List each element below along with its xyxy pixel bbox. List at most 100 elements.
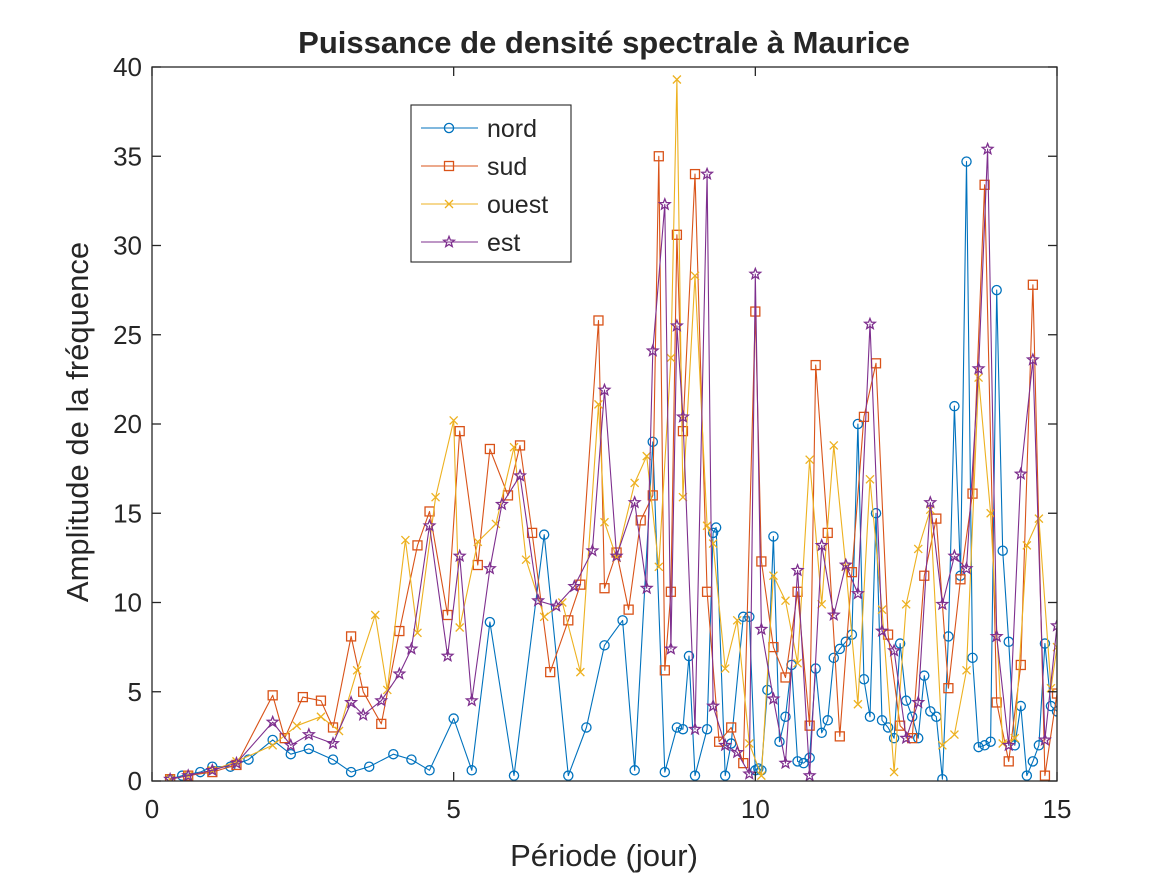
data-point-sud: [780, 672, 791, 683]
data-point-ouest: [449, 415, 459, 425]
data-point-sud: [858, 411, 870, 423]
data-point-nord: [677, 723, 689, 735]
data-point-est: [645, 343, 660, 357]
data-point-ouest: [600, 517, 609, 527]
data-point-est: [911, 695, 926, 709]
data-point-est: [374, 693, 389, 707]
data-point-sud: [376, 718, 387, 730]
axes: 0 5 10 15 0 5 10 15 20 25 30 35 40: [113, 52, 1071, 824]
data-point-est: [627, 495, 642, 509]
data-point-est: [1001, 737, 1016, 752]
data-point-ouest: [913, 544, 923, 554]
data-point-est: [404, 641, 419, 655]
data-point-nord: [243, 754, 254, 765]
data-point-est: [356, 707, 371, 721]
data-point-sud: [454, 425, 465, 437]
data-point-sud: [756, 556, 767, 567]
data-point-sud: [659, 665, 670, 676]
data-point-est: [639, 580, 654, 595]
data-point-nord: [581, 722, 592, 733]
data-point-ouest: [690, 271, 700, 281]
data-point-nord: [1033, 740, 1045, 751]
data-point-nord: [629, 765, 640, 776]
data-point-est: [850, 586, 865, 600]
legend: nord sud ouest est: [410, 104, 572, 263]
data-point-est: [422, 518, 437, 532]
data-point-sud: [327, 722, 339, 733]
data-point-ouest: [575, 667, 585, 677]
y-tick-label: 35: [113, 141, 142, 171]
data-point-est: [301, 727, 316, 741]
data-point-est: [1013, 466, 1028, 480]
data-point-est: [1025, 352, 1040, 366]
data-point-nord: [1027, 756, 1039, 767]
data-point-sud: [526, 527, 538, 539]
data-point-est: [887, 643, 902, 657]
data-point-est: [802, 768, 817, 781]
data-point-sud: [484, 443, 496, 455]
data-point-est: [700, 166, 715, 181]
y-tick-label: 5: [128, 677, 142, 707]
data-point-est: [980, 141, 995, 156]
y-tick-label: 40: [113, 52, 142, 82]
data-point-est: [687, 721, 703, 736]
data-point-est: [923, 495, 938, 509]
data-point-sud: [653, 151, 664, 162]
data-point-ouest: [853, 699, 863, 709]
data-point-ouest: [473, 537, 483, 547]
data-point-sud: [738, 758, 749, 769]
data-point-nord: [327, 754, 339, 765]
data-point-est: [838, 557, 853, 572]
data-point-nord: [828, 652, 840, 664]
data-point-nord: [424, 765, 435, 776]
data-point-est: [392, 666, 407, 680]
x-tick-label: 15: [1043, 794, 1072, 824]
data-point-nord: [804, 752, 815, 764]
data-point-ouest: [1022, 540, 1032, 550]
data-point-est: [344, 695, 359, 709]
plot-area: [163, 75, 1057, 781]
x-tick-label: 5: [446, 794, 460, 824]
data-point-sud: [955, 574, 966, 585]
data-point-est: [971, 361, 986, 375]
data-point-nord: [1021, 770, 1033, 781]
data-point-ouest: [594, 399, 603, 409]
data-point-nord: [768, 531, 779, 542]
data-point-ouest: [805, 455, 815, 465]
data-point-nord: [792, 756, 803, 767]
data-point-est: [265, 714, 280, 729]
data-point-sud: [967, 488, 978, 499]
data-point-nord: [484, 616, 496, 628]
legend-item-est: est: [421, 229, 520, 257]
data-point-est: [706, 698, 721, 713]
data-point-sud: [545, 666, 556, 678]
data-point-est: [754, 621, 769, 636]
y-axis-label: Amplitude de la fréquence: [60, 242, 95, 602]
data-point-ouest: [865, 474, 875, 484]
data-point-est: [959, 561, 974, 575]
data-point-sud: [665, 586, 677, 597]
data-point-nord: [508, 770, 520, 781]
data-point-est: [512, 468, 528, 482]
legend-item-ouest: ouest: [421, 191, 548, 219]
data-point-ouest: [732, 615, 742, 625]
data-point-nord: [949, 400, 960, 412]
data-point-nord: [599, 640, 610, 651]
data-point-sud: [623, 604, 634, 615]
legend-label: sud: [487, 153, 527, 181]
data-point-ouest: [509, 442, 519, 452]
series-sud: [164, 151, 1057, 781]
legend-label: ouest: [487, 191, 548, 219]
legend-label: nord: [487, 115, 537, 143]
data-point-sud: [943, 683, 954, 694]
data-point-sud: [358, 686, 369, 697]
data-point-est: [826, 607, 841, 621]
data-point-est: [283, 737, 298, 752]
data-point-est: [766, 691, 781, 705]
data-point-nord: [834, 643, 846, 655]
data-point-sud: [907, 733, 918, 744]
y-tick-label: 10: [113, 588, 142, 618]
data-point-sud: [599, 583, 610, 594]
data-point-ouest: [316, 712, 326, 722]
